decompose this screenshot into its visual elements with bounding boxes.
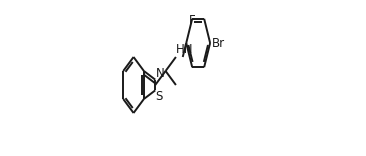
Text: N: N bbox=[156, 67, 164, 80]
Text: HN: HN bbox=[176, 43, 194, 56]
Text: S: S bbox=[156, 90, 163, 103]
Text: F: F bbox=[188, 14, 195, 27]
Text: Br: Br bbox=[212, 37, 224, 49]
